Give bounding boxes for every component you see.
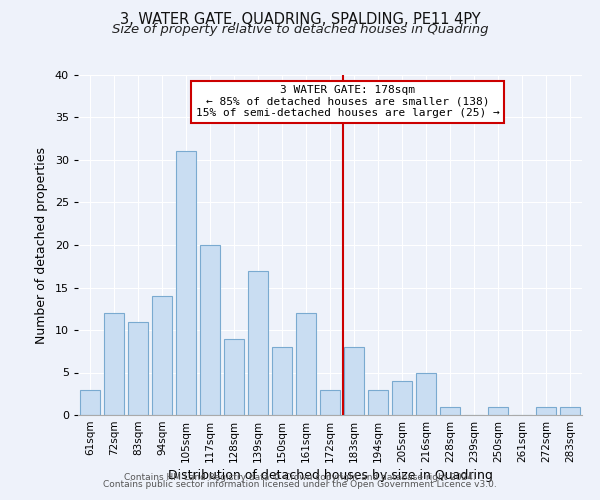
- Y-axis label: Number of detached properties: Number of detached properties: [35, 146, 48, 344]
- Bar: [224, 338, 244, 415]
- Bar: [80, 390, 100, 415]
- Bar: [536, 406, 556, 415]
- Bar: [296, 313, 316, 415]
- Bar: [320, 390, 340, 415]
- Bar: [344, 347, 364, 415]
- Text: 3, WATER GATE, QUADRING, SPALDING, PE11 4PY: 3, WATER GATE, QUADRING, SPALDING, PE11 …: [119, 12, 481, 28]
- Text: Size of property relative to detached houses in Quadring: Size of property relative to detached ho…: [112, 22, 488, 36]
- Bar: [248, 270, 268, 415]
- Text: Contains public sector information licensed under the Open Government Licence v3: Contains public sector information licen…: [103, 480, 497, 489]
- Bar: [392, 381, 412, 415]
- Bar: [416, 372, 436, 415]
- X-axis label: Distribution of detached houses by size in Quadring: Distribution of detached houses by size …: [167, 469, 493, 482]
- Bar: [104, 313, 124, 415]
- Text: Contains HM Land Registry data © Crown copyright and database right 2024.: Contains HM Land Registry data © Crown c…: [124, 472, 476, 482]
- Bar: [560, 406, 580, 415]
- Bar: [272, 347, 292, 415]
- Bar: [128, 322, 148, 415]
- Bar: [200, 245, 220, 415]
- Text: 3 WATER GATE: 178sqm
← 85% of detached houses are smaller (138)
15% of semi-deta: 3 WATER GATE: 178sqm ← 85% of detached h…: [196, 85, 500, 118]
- Bar: [176, 152, 196, 415]
- Bar: [440, 406, 460, 415]
- Bar: [488, 406, 508, 415]
- Bar: [368, 390, 388, 415]
- Bar: [152, 296, 172, 415]
